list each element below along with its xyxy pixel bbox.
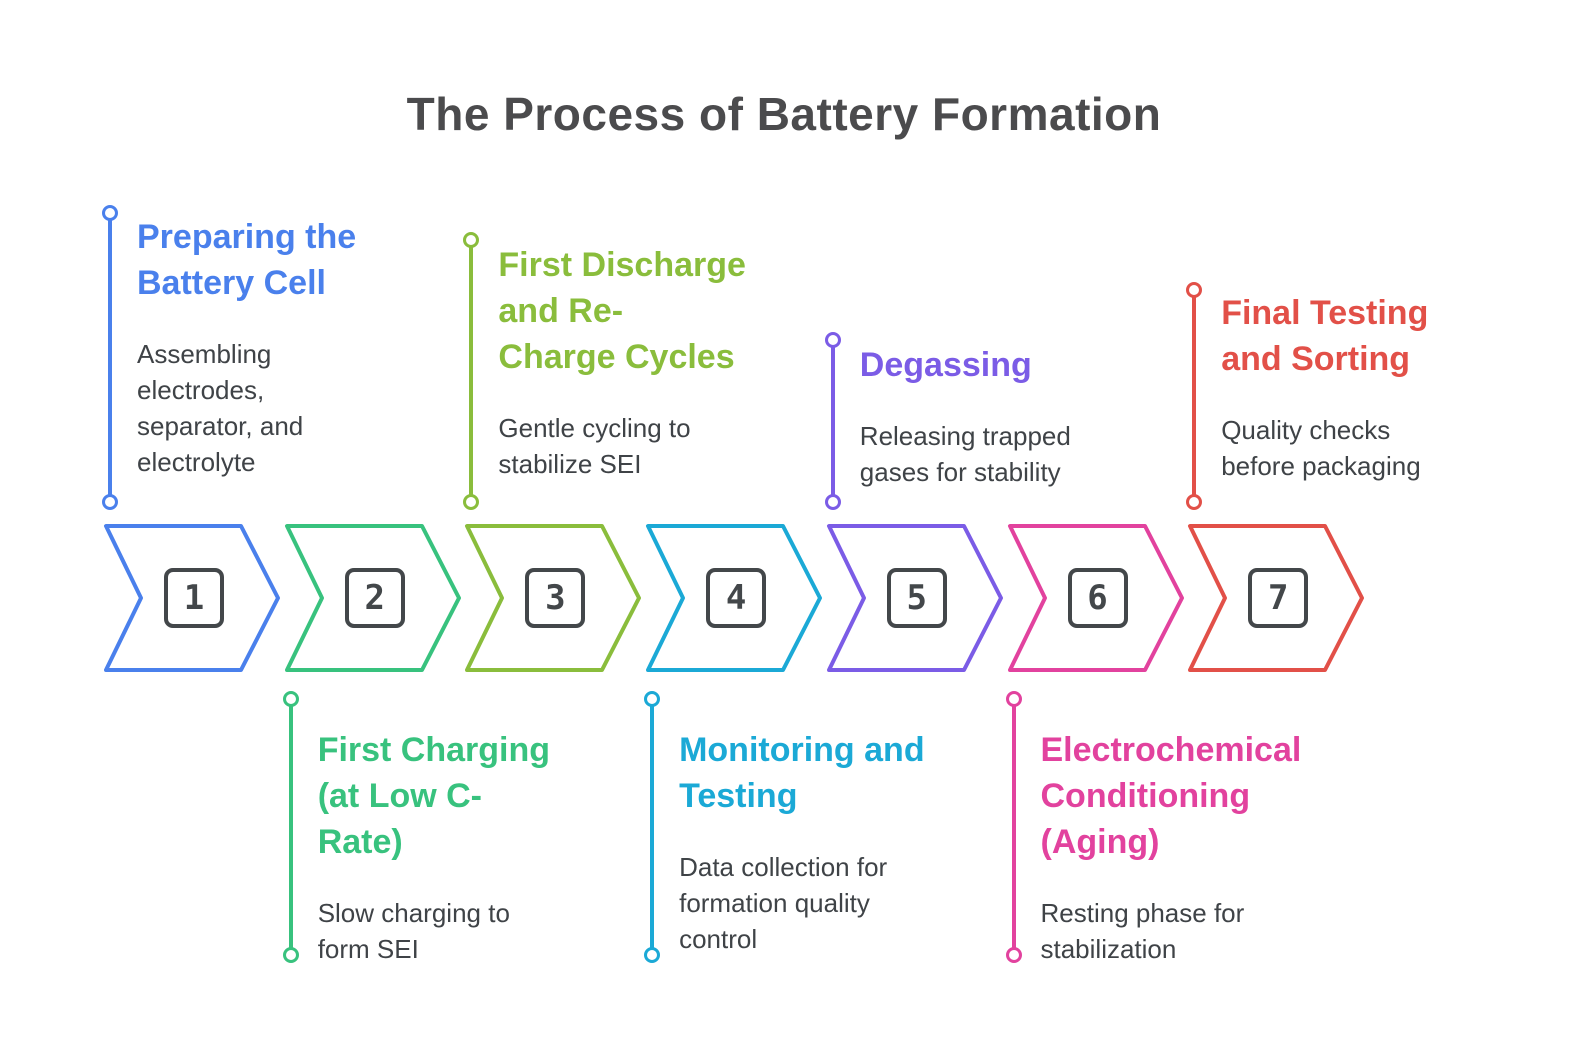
connector-line [1011, 699, 1016, 955]
step-title: First Discharge and Re- Charge Cycles [498, 246, 746, 376]
step-description: Gentle cycling to stabilize SEI [498, 413, 691, 479]
step-description: Slow charging to form SEI [317, 898, 510, 964]
connector-endpoint-dot [824, 332, 841, 348]
connector-line [288, 699, 293, 955]
step-text-block: Electrochemical Conditioning (Aging) Res… [1041, 727, 1389, 967]
connector-endpoint-dot [1005, 947, 1022, 963]
step-description: Resting phase for stabilization [1040, 898, 1245, 964]
connector-endpoint-dot [282, 691, 299, 707]
step-text-block: Degassing Releasing trapped gases for st… [860, 342, 1208, 490]
connector-endpoint-dot [282, 947, 299, 963]
connector-endpoint-dot [824, 494, 841, 510]
step-number-badge: 5 [886, 568, 947, 628]
step-description: Data collection for formation quality co… [679, 852, 888, 954]
step-text-block: Monitoring and Testing Data collection f… [679, 727, 1027, 957]
connector-endpoint-dot [644, 947, 661, 963]
connector-line [830, 340, 835, 502]
page-title: The Process of Battery Formation [406, 87, 1162, 140]
step-number: 3 [545, 578, 566, 618]
connector-endpoint-dot [463, 494, 480, 510]
step-text-block: First Charging (at Low C- Rate) Slow cha… [318, 727, 666, 967]
step-text-block: Final Testing and Sorting Quality checks… [1221, 290, 1569, 484]
step-title: Electrochemical Conditioning (Aging) [1040, 731, 1302, 861]
step-number: 5 [906, 578, 928, 618]
step-number: 7 [1267, 578, 1289, 618]
connector-line [650, 699, 655, 955]
connector-line [108, 213, 112, 502]
step-description: Quality checks before packaging [1221, 415, 1421, 481]
connector-endpoint-dot [1186, 494, 1203, 510]
step-number: 1 [183, 578, 205, 618]
step-title: First Charging (at Low C- Rate) [317, 731, 551, 861]
connector-endpoint-dot [102, 494, 118, 510]
connector-endpoint-dot [102, 205, 118, 221]
step-title: Final Testing and Sorting [1221, 294, 1429, 378]
step-number-badge: 1 [164, 568, 224, 628]
connector-endpoint-dot [463, 232, 480, 248]
step-number-badge: 7 [1248, 568, 1309, 628]
step-description: Assembling electrodes, separator, and el… [137, 339, 304, 477]
step-number-badge: 2 [344, 568, 405, 628]
step-number-badge: 6 [1067, 568, 1128, 628]
step-number: 6 [1087, 578, 1108, 618]
connector-endpoint-dot [1005, 691, 1022, 707]
step-text-block: Preparing the Battery Cell Assembling el… [137, 214, 485, 480]
step-number-badge: 3 [525, 568, 586, 628]
step-text-block: First Discharge and Re- Charge Cycles Ge… [498, 242, 846, 482]
step-title: Degassing [859, 346, 1032, 384]
connector-endpoint-dot [1186, 282, 1203, 298]
step-number: 4 [725, 578, 747, 618]
step-number: 2 [364, 578, 385, 618]
step-description: Releasing trapped gases for stability [859, 421, 1071, 487]
connector-line [469, 240, 474, 502]
step-title: Preparing the Battery Cell [137, 218, 357, 302]
connector-line [1192, 290, 1197, 502]
connector-endpoint-dot [644, 691, 661, 707]
step-title: Monitoring and Testing [679, 731, 925, 815]
step-number-badge: 4 [706, 568, 767, 628]
